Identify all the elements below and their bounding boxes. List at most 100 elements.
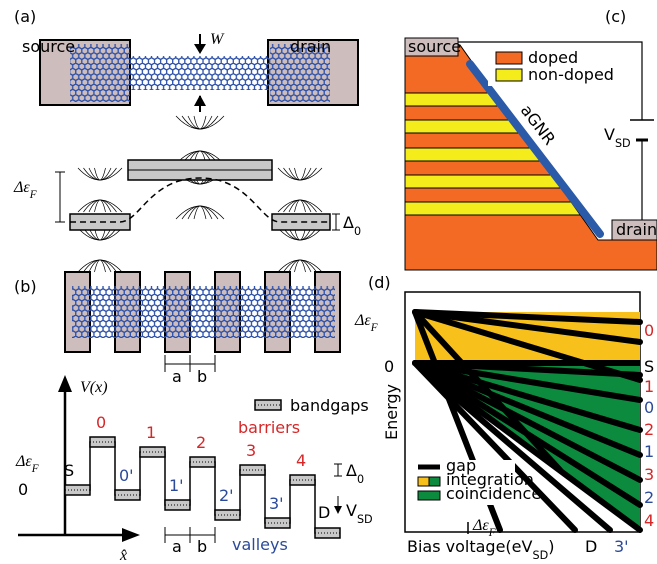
symbol: V	[604, 125, 615, 144]
band-cone	[289, 168, 311, 212]
label: source	[22, 37, 75, 56]
label: S	[64, 461, 74, 480]
math-label: ΔεF	[354, 312, 378, 334]
panel-label: (c)	[605, 7, 626, 26]
arrow	[122, 528, 140, 542]
subscript: F	[488, 527, 496, 539]
label: b	[197, 537, 207, 556]
symbol: Δε	[472, 517, 489, 534]
label: 0	[18, 480, 28, 499]
label: non-doped	[528, 65, 614, 84]
label: a	[172, 537, 182, 556]
symbol: Δε	[354, 312, 371, 329]
band-cone	[84, 228, 117, 272]
subscript: 0	[357, 473, 364, 486]
subscript: F	[31, 463, 39, 475]
band-cone	[278, 228, 322, 272]
label: 2	[196, 433, 206, 452]
band-cone	[89, 228, 111, 272]
region	[405, 202, 580, 215]
band-cone	[278, 168, 322, 212]
math-label: Δ0	[346, 461, 364, 486]
label: 3	[246, 441, 256, 460]
band-cone	[284, 168, 317, 212]
label: 2	[644, 488, 654, 507]
band-cone	[95, 168, 106, 212]
subscript: 0	[354, 225, 361, 238]
axis-label: Bias voltage(eVSD)	[407, 537, 554, 562]
label: 1	[146, 423, 156, 442]
band-cone	[295, 228, 306, 272]
label: 0	[644, 321, 654, 340]
subscript: SD	[532, 549, 548, 562]
box	[496, 69, 522, 81]
band-cone	[295, 168, 306, 212]
region	[72, 286, 335, 338]
label: barriers	[238, 418, 300, 437]
subscript: SD	[357, 513, 373, 526]
math-label: VSD	[604, 125, 631, 150]
label: 1	[644, 377, 654, 396]
figure: (a)sourcedrainWΔεFΔ0(b)abV(x)x̂bandgapsΔ…	[0, 0, 657, 564]
band-cone	[182, 116, 218, 164]
label: D	[585, 537, 597, 556]
suffix: )	[548, 537, 554, 556]
box	[496, 52, 522, 64]
label: 0	[384, 357, 394, 376]
region	[405, 93, 503, 106]
band-cone	[89, 168, 111, 212]
symbol: Δε	[13, 179, 30, 196]
band-cone	[194, 116, 206, 164]
math-label: Δ0	[343, 213, 361, 238]
label: 3'	[614, 537, 629, 556]
band-cone	[95, 228, 106, 272]
region	[405, 175, 561, 188]
math-label: ΔεF	[15, 453, 39, 475]
label: 3'	[269, 494, 284, 513]
symbol: Δ	[346, 461, 357, 480]
subscript: F	[29, 189, 37, 201]
label: 2'	[219, 486, 234, 505]
math-label: ΔεF	[13, 179, 37, 201]
label: 1'	[169, 476, 184, 495]
label: 0'	[119, 466, 134, 485]
label: S	[644, 357, 654, 376]
region	[405, 148, 542, 161]
panel-label: (d)	[368, 273, 391, 292]
label: D	[318, 503, 330, 522]
label: source	[408, 37, 461, 56]
label: 3	[644, 465, 654, 484]
label: W	[210, 31, 225, 48]
panel-label: (b)	[14, 277, 37, 296]
label: 0	[96, 413, 106, 432]
label: valleys	[232, 535, 288, 554]
arrow	[194, 44, 206, 54]
label: 0	[644, 398, 654, 417]
label: 4	[296, 451, 306, 470]
arrow	[58, 375, 72, 392]
symbol: V	[346, 501, 357, 520]
symbol: Bias voltage(eV	[407, 537, 533, 556]
label: bandgaps	[290, 396, 369, 415]
band-cone	[78, 168, 122, 212]
label: 2	[644, 420, 654, 439]
label: drain	[290, 37, 331, 56]
label: 1	[644, 442, 654, 461]
subscript: SD	[615, 137, 631, 150]
label: drain	[616, 220, 657, 239]
box	[418, 491, 440, 500]
label: coincidence	[446, 484, 541, 503]
math-label: VSD	[346, 501, 373, 526]
symbol: Δ	[343, 213, 354, 232]
symbol: Δε	[15, 453, 32, 470]
label: b	[197, 367, 207, 386]
band-cone	[289, 228, 311, 272]
band-cone	[84, 168, 117, 212]
band-cone	[78, 228, 122, 272]
box	[418, 477, 429, 486]
label: 4	[644, 511, 654, 530]
band-cone	[284, 228, 317, 272]
box	[429, 477, 440, 486]
band-cone	[176, 116, 224, 164]
region	[405, 120, 522, 133]
